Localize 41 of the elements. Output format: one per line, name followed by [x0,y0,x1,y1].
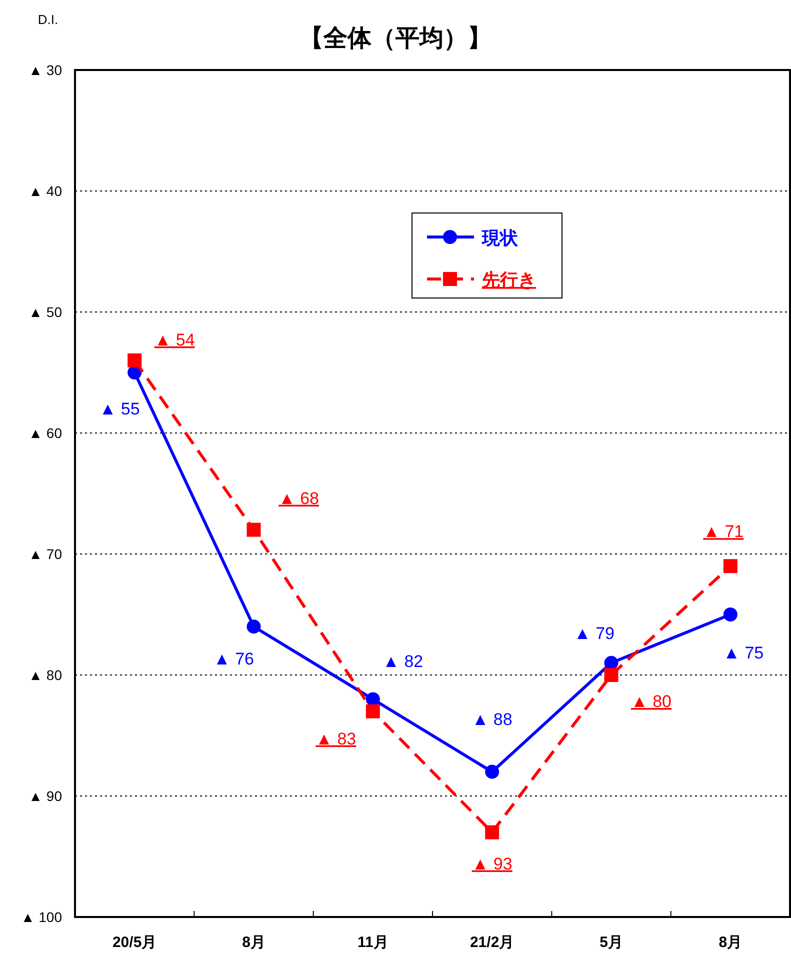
data-label: ▲ 80 [631,692,672,711]
data-label: ▲ 83 [316,729,356,748]
data-label: ▲ 71 [703,522,744,542]
point [366,704,380,718]
y-axis-title: D.I. [38,12,58,27]
data-label: ▲ 82 [382,652,424,672]
x-tick-label: 8月 [718,934,742,951]
data-label: ▲ 88 [472,710,512,729]
data-label: ▲ 93 [472,854,512,874]
data-label: ▲ 76 [214,650,254,669]
point [723,559,738,574]
y-tick-label: ▲ 80 [28,667,62,683]
point [485,825,500,840]
point [723,608,738,622]
chart-title: 【全体（平均）】 [300,25,492,52]
x-tick-label: 8月 [242,934,266,951]
x-tick-label: 21/2月 [470,934,514,951]
y-tick-label: ▲ 100 [20,909,62,925]
data-label: ▲ 54 [154,330,195,350]
data-label: ▲ 55 [99,400,140,418]
x-tick-label: 20/5月 [112,934,157,951]
y-tick-label: ▲ 90 [28,788,62,804]
y-tick-label: ▲ 70 [28,546,62,562]
data-label: ▲ 68 [278,488,319,508]
point [246,620,261,634]
point [604,668,618,682]
point [246,522,261,537]
y-tick-label: ▲ 40 [28,183,62,199]
x-tick-label: 5月 [600,934,623,951]
x-tick-label: 11月 [357,934,388,951]
y-tick-label: ▲ 30 [28,62,62,78]
point [128,353,142,368]
point [485,764,500,779]
point [366,692,380,706]
data-label: ▲ 79 [574,624,614,643]
y-tick-label: ▲ 50 [28,304,62,320]
y-tick-label: ▲ 60 [28,425,62,441]
data-label: ▲ 75 [723,644,764,662]
legend-label: 先行き [481,270,536,290]
legend-label: 現状 [481,228,519,248]
point [604,656,618,670]
